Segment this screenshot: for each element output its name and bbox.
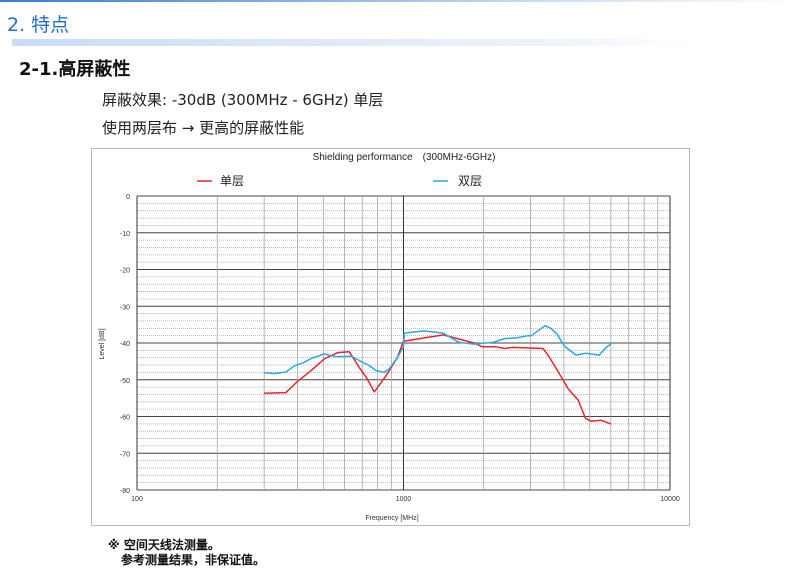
y-tick-label: -30	[120, 304, 130, 311]
y-tick-label: 0	[126, 194, 130, 201]
series-lines	[264, 324, 612, 425]
series-double-layer-line	[264, 324, 612, 375]
y-tick-label: -80	[120, 488, 130, 495]
chart-title: Shielding performance (300MHz-6GHz)	[313, 152, 496, 163]
legend-item-double: 双层	[433, 174, 482, 188]
legend-item-single: 单层	[197, 174, 244, 188]
y-tick-label: -10	[120, 231, 130, 238]
y-tick-label: -50	[120, 378, 130, 385]
legend-label: 单层	[220, 174, 244, 188]
x-axis-label: Frequency [MHz]	[365, 515, 418, 522]
chart-svg: 0 -10 -20 -30 -40 -50 -60 -70 -80 100 1000 10000 S…	[99, 152, 680, 522]
x-tick-label: 1000	[396, 496, 412, 503]
y-axis-label: Level [dB]	[99, 328, 106, 359]
two-layer-text: 使用两层布 → 更高的屏蔽性能	[102, 119, 305, 137]
shielding-effect-text: 屏蔽效果: -30dB (300MHz - 6GHz) 单层	[102, 91, 384, 109]
section-underline	[12, 39, 692, 46]
y-tick-label: -40	[120, 341, 130, 348]
x-ticks: 100 1000 10000	[131, 496, 680, 503]
section-title: 2. 特点	[7, 14, 70, 36]
measurement-note: ※ 空间天线法测量。 参考测量结果，非保证值。	[108, 538, 265, 568]
x-tick-label: 10000	[660, 496, 680, 503]
x-tick-label: 100	[131, 496, 143, 503]
shielding-chart: 0 -10 -20 -30 -40 -50 -60 -70 -80 100 1000 10000 S…	[91, 148, 690, 526]
note-line-1: ※ 空间天线法测量。	[108, 538, 220, 552]
y-tick-label: -60	[120, 415, 130, 422]
subsection-title: 2-1.高屏蔽性	[19, 59, 131, 80]
y-ticks: 0 -10 -20 -30 -40 -50 -60 -70 -80	[120, 194, 130, 495]
legend-label: 双层	[458, 174, 482, 188]
grid	[136, 195, 671, 491]
y-tick-label: -70	[120, 451, 130, 458]
note-line-2: 参考测量结果，非保证值。	[121, 553, 266, 567]
y-tick-label: -20	[120, 268, 130, 275]
top-rule	[0, 0, 802, 2]
